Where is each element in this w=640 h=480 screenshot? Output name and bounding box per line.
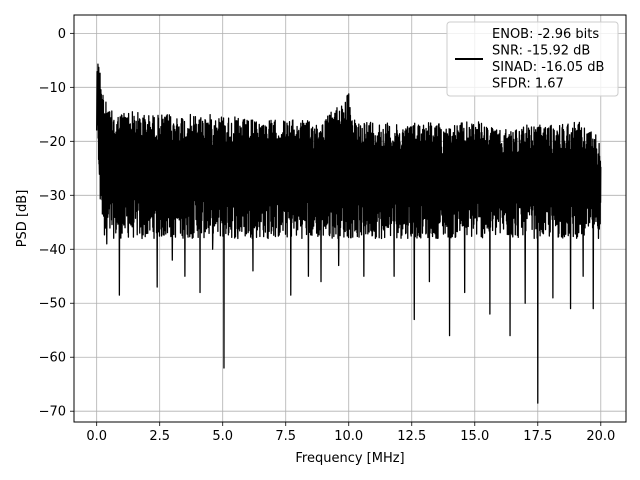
y-tick-label: −50	[39, 297, 66, 312]
x-tick-label: 7.5	[275, 429, 296, 444]
x-tick-label: 0.0	[86, 429, 107, 444]
x-tick-label: 20.0	[586, 429, 615, 444]
x-tick-label: 2.5	[149, 429, 170, 444]
y-axis-label: PSD [dB]	[15, 190, 30, 248]
legend-sfdr-text: SFDR: 1.67	[492, 77, 564, 92]
psd-series-line	[96, 63, 602, 404]
x-tick-label: 17.5	[523, 429, 552, 444]
legend: ENOB: -2.96 bits SNR: -15.92 dB SINAD: -…	[446, 21, 619, 97]
legend-enob-text: ENOB: -2.96 bits	[492, 27, 599, 42]
x-axis-label: Frequency [MHz]	[295, 451, 404, 466]
plot-frame	[73, 14, 627, 423]
series-group	[96, 63, 602, 404]
y-tick-label: 0	[58, 27, 66, 42]
y-tick-label: −70	[39, 405, 66, 420]
y-tick-label: −10	[39, 81, 66, 96]
x-axis-ticks: 0.0 2.5 5.0 7.5 10.0 12.5 15.0 17.5 20.0	[86, 422, 615, 444]
legend-snr-text: SNR: -15.92 dB	[492, 44, 590, 59]
x-tick-label: 12.5	[397, 429, 426, 444]
x-tick-label: 10.0	[334, 429, 363, 444]
legend-sinad-text: SINAD: -16.05 dB	[492, 60, 604, 75]
legend-box	[446, 21, 619, 97]
x-tick-label: 5.0	[212, 429, 233, 444]
y-tick-label: −60	[39, 351, 66, 366]
y-tick-label: −30	[39, 189, 66, 204]
x-tick-label: 15.0	[460, 429, 489, 444]
y-tick-label: −40	[39, 243, 66, 258]
y-axis-ticks: 0 −10 −20 −30 −40 −50 −60 −70	[39, 27, 74, 420]
y-tick-label: −20	[39, 135, 66, 150]
